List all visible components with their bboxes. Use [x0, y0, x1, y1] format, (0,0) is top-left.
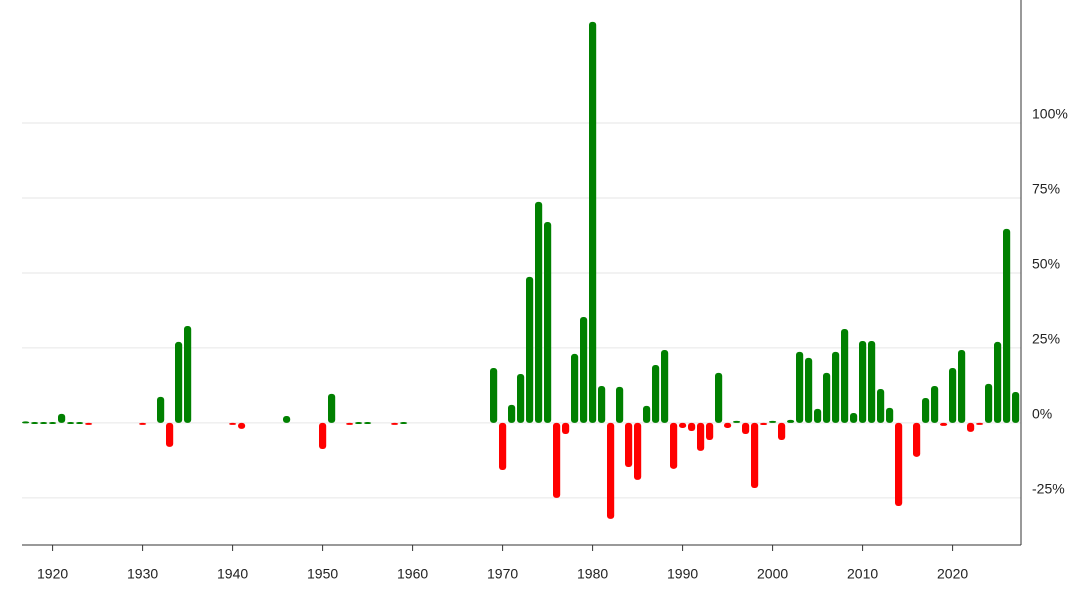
bar — [238, 422, 246, 429]
bar — [157, 396, 165, 423]
bar — [823, 372, 831, 423]
bar — [832, 351, 840, 423]
bar — [742, 422, 750, 435]
bar — [364, 422, 372, 425]
bar — [499, 422, 507, 471]
bar — [967, 422, 975, 432]
bar — [175, 341, 183, 423]
y-tick-label: 0% — [1032, 406, 1052, 422]
bar — [166, 422, 174, 447]
x-tick-label: 1950 — [307, 566, 338, 582]
bar — [544, 221, 552, 423]
x-tick-label: 2020 — [937, 566, 968, 582]
y-tick-label: 50% — [1032, 256, 1060, 272]
x-tick-label: 2000 — [757, 566, 788, 582]
bar — [571, 353, 579, 423]
bar — [985, 383, 993, 423]
bar — [1012, 392, 1020, 423]
bar — [1003, 228, 1011, 423]
y-tick-label: 75% — [1032, 181, 1060, 197]
bar — [76, 422, 84, 425]
bar — [580, 317, 588, 423]
bar — [625, 422, 633, 468]
bar — [400, 422, 408, 425]
bar — [184, 326, 192, 423]
bar — [328, 393, 336, 423]
bar — [976, 422, 984, 425]
bar — [40, 422, 48, 425]
bar — [751, 422, 759, 489]
x-tick-label: 1980 — [577, 566, 608, 582]
bar — [319, 422, 327, 450]
bar — [652, 365, 660, 423]
x-tick-label: 1990 — [667, 566, 698, 582]
bar — [22, 421, 30, 424]
bar — [634, 422, 642, 480]
bar — [697, 422, 705, 451]
bar — [49, 422, 57, 425]
x-tick-label: 1970 — [487, 566, 518, 582]
bar — [733, 420, 741, 423]
bar — [607, 422, 615, 519]
bar — [508, 404, 516, 423]
bar — [877, 389, 885, 423]
bar — [859, 341, 867, 423]
bar — [616, 386, 624, 423]
y-tick-label: 100% — [1032, 106, 1068, 122]
bar — [643, 405, 651, 423]
bar — [958, 350, 966, 423]
bar — [661, 350, 669, 423]
bar — [715, 372, 723, 423]
x-tick-label: 1940 — [217, 566, 248, 582]
bar — [796, 351, 804, 423]
bar — [841, 329, 849, 423]
bar — [346, 422, 354, 425]
bar — [85, 422, 93, 425]
bar — [589, 21, 597, 423]
bar — [553, 422, 561, 498]
bar — [139, 422, 147, 425]
bar — [769, 420, 777, 423]
bar — [562, 422, 570, 435]
bar — [931, 386, 939, 423]
x-tick-label: 1960 — [397, 566, 428, 582]
bar — [922, 398, 930, 423]
bar — [283, 416, 291, 423]
bar — [994, 341, 1002, 423]
bar — [58, 413, 66, 423]
y-tick-label: 25% — [1032, 331, 1060, 347]
bar — [706, 422, 714, 441]
bar — [895, 422, 903, 507]
bar — [679, 422, 687, 429]
bar — [517, 374, 525, 423]
bar — [886, 407, 894, 423]
bar — [913, 422, 921, 457]
bar — [670, 422, 678, 469]
bar — [868, 341, 876, 423]
bar — [724, 422, 732, 429]
bar — [526, 276, 534, 423]
bar — [787, 419, 795, 423]
x-tick-label: 2010 — [847, 566, 878, 582]
x-tick-label: 1930 — [127, 566, 158, 582]
bar — [760, 422, 768, 426]
bar — [67, 422, 75, 425]
y-tick-label: -25% — [1032, 481, 1065, 497]
bar — [940, 422, 948, 426]
bar — [850, 413, 858, 423]
bar — [598, 386, 606, 423]
bar — [229, 422, 237, 425]
bar — [688, 422, 696, 432]
bar — [814, 408, 822, 423]
bar — [355, 422, 363, 425]
bar — [31, 422, 39, 425]
bar — [778, 422, 786, 441]
bar — [949, 368, 957, 423]
bar — [535, 201, 543, 423]
bar — [391, 422, 399, 425]
bar — [490, 368, 498, 423]
x-tick-label: 1920 — [37, 566, 68, 582]
bar — [805, 357, 813, 423]
